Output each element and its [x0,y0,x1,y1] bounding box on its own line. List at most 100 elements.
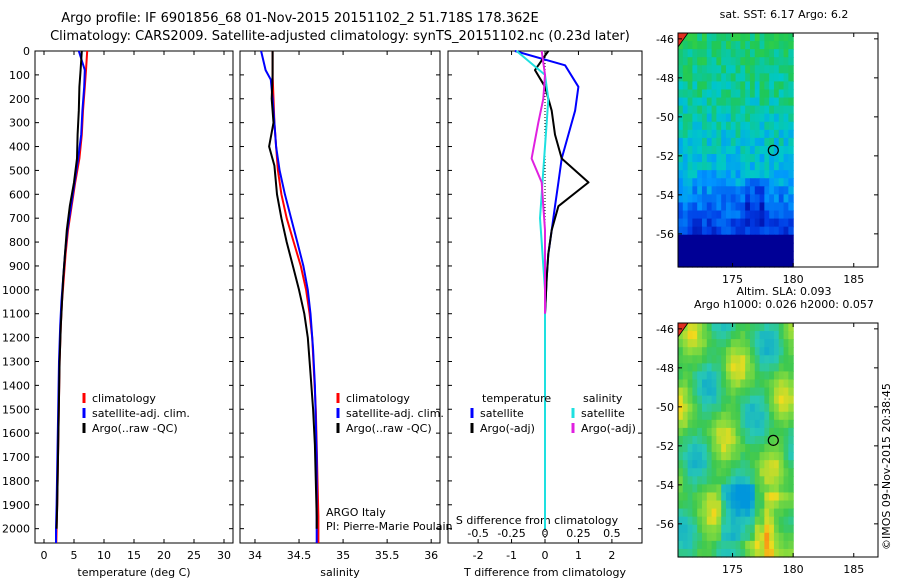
heatmap-cell [701,81,708,91]
legend-label: Argo(..raw -QC) [346,422,432,435]
heatmap-cell [769,234,775,244]
heatmap-cell [788,323,794,332]
heatmap-cell [716,170,722,179]
heatmap-cell [754,33,761,42]
series-line-3 [530,50,546,314]
heatmap-cell [773,129,780,139]
heatmap-cell [706,113,713,123]
heatmap-cell [735,476,741,485]
heatmap-cell [749,419,756,429]
heatmap-cell [749,258,756,268]
lat-tick-label: -46 [656,33,674,46]
heatmap-cell [783,411,789,421]
heatmap-cell [754,234,761,244]
heatmap-cell [769,194,775,204]
heatmap-cell [759,452,765,461]
heatmap-cell [754,186,761,195]
heatmap-cell [721,331,727,340]
heatmap-cell [706,524,713,534]
heatmap-cell [725,218,732,228]
heatmap-cell [716,508,722,518]
heatmap-cell [682,154,689,163]
heatmap-cell [749,250,756,260]
heatmap-cell [711,548,717,558]
heatmap-cell [725,347,732,356]
heatmap-cell [754,395,761,405]
heatmap-cell [788,371,794,381]
depth-tick-label: 700 [9,212,30,225]
depth-tick-label: 1000 [2,284,30,297]
heatmap-cell [754,105,761,115]
depth-tick-label: 800 [9,236,30,249]
heatmap-cell [788,113,794,123]
heatmap-cell [716,532,722,542]
heatmap-cell [745,355,751,364]
heatmap-cell [773,145,780,155]
x-tick-label: 25 [187,549,201,562]
heatmap-cell [692,186,698,195]
heatmap-cell [721,162,727,171]
heatmap-cell [749,508,756,518]
heatmap-cell [778,516,785,526]
heatmap-cell [725,73,732,83]
heatmap-cell [711,218,717,228]
heatmap-cell [759,234,765,244]
heatmap-cell [783,73,789,83]
heatmap-cell [697,524,703,534]
heatmap-cell [721,435,727,445]
heatmap-cell [678,540,684,550]
heatmap-cell [764,540,770,550]
heatmap-cell [725,323,732,332]
heatmap-cell [764,121,770,131]
heatmap-cell [682,105,689,115]
heatmap-cell [778,162,785,171]
heatmap-cell [725,468,732,477]
heatmap-cell [678,89,684,99]
heatmap-cell [749,411,756,421]
heatmap-cell [721,427,727,437]
heatmap-cell [682,411,689,421]
x-axis-label: T difference from climatology [463,566,626,579]
heatmap-cell [773,379,780,389]
heatmap-cell [701,234,708,244]
depth-tick-label: 1800 [2,475,30,488]
heatmap-cell [764,81,770,91]
heatmap-cell [769,435,775,445]
heatmap-cell [721,137,727,147]
heatmap-cell [706,218,713,228]
depth-tick-label: 1900 [2,499,30,512]
heatmap-cell [682,331,689,340]
heatmap-cell [721,170,727,179]
heatmap-cell [783,508,789,518]
heatmap-cell [721,210,727,220]
heatmap-cell [735,121,741,131]
heatmap-cell [697,508,703,518]
heatmap-cell [749,468,756,477]
lon-tick-label: 185 [843,563,864,576]
heatmap-cell [759,371,765,381]
heatmap-cell [773,33,780,42]
heatmap-cell [725,129,732,139]
heatmap-cell [783,33,789,42]
heatmap-cell [706,33,713,42]
heatmap-cell [716,548,722,558]
heatmap-cell [778,468,785,477]
heatmap-cell [769,395,775,405]
heatmap-cell [730,379,737,389]
heatmap-cell [778,210,785,220]
heatmap-cell [730,468,737,477]
heatmap-cell [692,500,698,510]
heatmap-cell [716,500,722,510]
heatmap-cell [687,57,693,66]
heatmap-cell [735,145,741,155]
heatmap-cell [764,41,770,50]
heatmap-cell [749,162,756,171]
heatmap-cell [682,532,689,542]
heatmap-cell [721,452,727,461]
heatmap-cell [730,371,737,381]
heatmap-cell [692,81,698,91]
heatmap-cell [706,41,713,50]
heatmap-cell [701,186,708,195]
heatmap-cell [754,347,761,356]
heatmap-cell [682,81,689,91]
